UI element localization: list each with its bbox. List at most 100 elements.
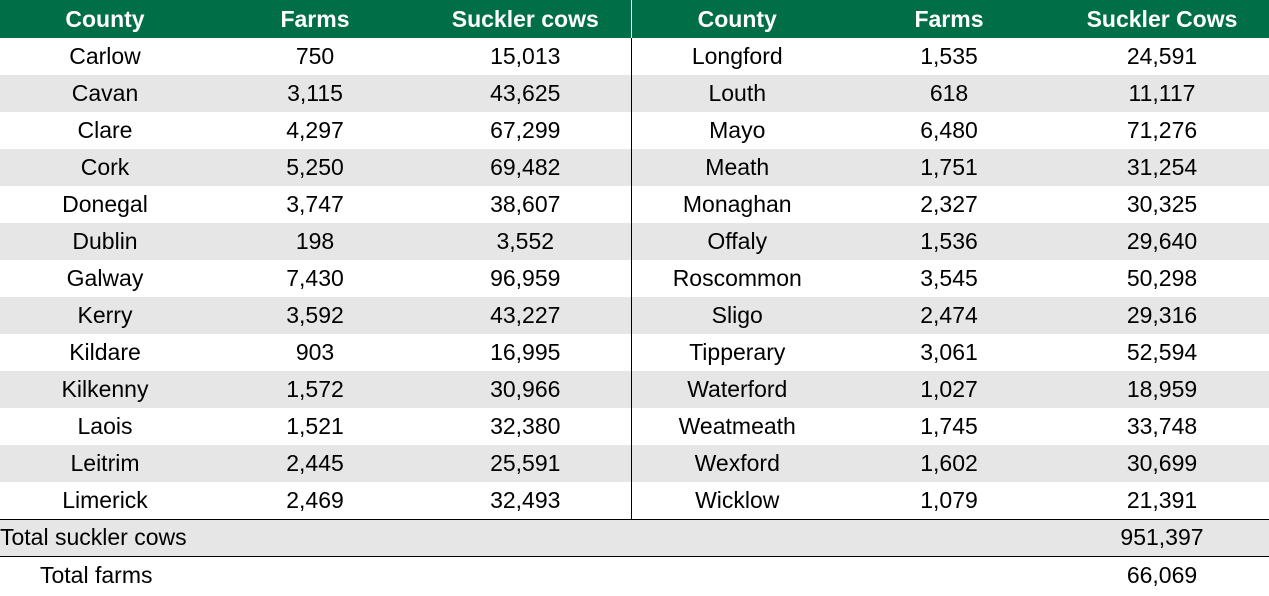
- county-right-cell: Offaly: [707, 228, 768, 254]
- blank-cell: [631, 519, 843, 556]
- header-farms-right: Farms: [914, 5, 984, 32]
- county-right-cell: Tipperary: [689, 339, 786, 365]
- farms-left-cell: 3,747: [286, 191, 344, 217]
- header-county-left: County: [65, 5, 145, 32]
- cows-right-cell: 18,959: [1126, 376, 1198, 402]
- cows-right-cell: 33,748: [1126, 413, 1198, 439]
- farms-left-cell: 2,469: [286, 486, 344, 513]
- table-row: Leitrim 2,445 25,591 Wexford 1,602 30,699: [0, 445, 1269, 482]
- cows-right-cell: 29,316: [1126, 302, 1198, 328]
- total-cows-row: Total suckler cows 951,397: [0, 519, 1269, 556]
- table-row: Carlow 750 15,013 Longford 1,535 24,591: [0, 38, 1269, 75]
- total-farms-row: Total farms 66,069: [0, 556, 1269, 594]
- county-left-cell: Dublin: [72, 228, 138, 254]
- farms-right-cell: 6,480: [920, 117, 978, 143]
- blank-cell: [631, 556, 843, 594]
- farms-left-cell: 1,572: [286, 376, 344, 402]
- county-left-cell: Cavan: [71, 80, 139, 106]
- county-left-cell: Kildare: [69, 339, 141, 365]
- cows-left-cell: 38,607: [420, 186, 632, 223]
- cows-left-cell: 69,482: [420, 149, 632, 186]
- table-row: Cavan 3,115 43,625 Louth 618 11,117: [0, 75, 1269, 112]
- cows-right-cell: 29,640: [1126, 228, 1198, 254]
- cows-left-cell: 16,995: [420, 334, 632, 371]
- header-cows-left: Suckler cows: [420, 0, 632, 38]
- farms-right-cell: 618: [929, 80, 969, 106]
- county-left-cell: Donegal: [62, 191, 148, 217]
- farms-right-cell: 2,474: [920, 302, 978, 328]
- farms-right-cell: 1,535: [920, 43, 978, 69]
- cows-right-cell: 31,254: [1126, 154, 1198, 180]
- farms-right-cell: 1,079: [920, 486, 978, 513]
- header-cows-right: Suckler Cows: [1086, 5, 1238, 32]
- farms-right-cell: 1,602: [920, 450, 978, 476]
- header-county-right: County: [697, 5, 777, 32]
- farms-left-cell: 3,115: [287, 80, 343, 106]
- county-left-cell: Clare: [77, 117, 133, 143]
- cows-right-cell: 71,276: [1126, 117, 1198, 143]
- cows-left-cell: 3,552: [420, 223, 632, 260]
- farms-left-cell: 4,297: [286, 117, 344, 143]
- cows-right-cell: 50,298: [1126, 265, 1198, 291]
- blank-cell: [420, 556, 631, 594]
- farms-right-cell: 1,536: [920, 228, 978, 254]
- county-right-cell: Wexford: [694, 450, 780, 476]
- county-right-cell: Louth: [708, 80, 767, 106]
- cows-left-cell: 67,299: [420, 112, 632, 149]
- farms-right-cell: 2,327: [920, 191, 978, 217]
- farms-left-cell: 750: [295, 43, 335, 69]
- cows-right-cell: 30,325: [1126, 191, 1198, 217]
- table-row: Kildare 903 16,995 Tipperary 3,061 52,594: [0, 334, 1269, 371]
- cows-left-cell: 43,625: [420, 75, 632, 112]
- cows-left-cell: 96,959: [420, 260, 632, 297]
- blank-cell: [843, 556, 1055, 594]
- county-left-cell: Kilkenny: [61, 376, 149, 402]
- header-row: County Farms Suckler cows County Farms S…: [0, 0, 1269, 38]
- farms-left-cell: 5,250: [286, 154, 344, 180]
- county-right-cell: Mayo: [709, 117, 766, 143]
- total-cows-label: Total suckler cows: [0, 524, 187, 550]
- cows-right-cell: 21,391: [1126, 486, 1198, 513]
- county-left-cell: Laois: [77, 413, 133, 439]
- table-row: Kerry 3,592 43,227 Sligo 2,474 29,316: [0, 297, 1269, 334]
- county-right-cell: Monaghan: [682, 191, 792, 217]
- cows-right-cell: 30,699: [1126, 450, 1198, 476]
- county-right-cell: Longford: [691, 43, 783, 69]
- county-right-cell: Sligo: [711, 302, 763, 328]
- farms-right-cell: 1,027: [920, 376, 978, 402]
- county-right-cell: Roscommon: [672, 265, 802, 291]
- blank-cell: [843, 519, 1055, 556]
- farms-right-cell: 1,745: [920, 413, 978, 439]
- county-left-cell: Kerry: [77, 302, 133, 328]
- farms-right-cell: 3,545: [920, 265, 978, 291]
- cows-left-cell: 25,591: [420, 445, 632, 482]
- farms-left-cell: 7,430: [286, 265, 344, 291]
- county-left-cell: Cork: [80, 154, 130, 180]
- cows-left-cell: 32,380: [420, 408, 632, 445]
- table-row: Kilkenny 1,572 30,966 Waterford 1,027 18,959: [0, 371, 1269, 408]
- table-row: Donegal 3,747 38,607 Monaghan 2,327 30,325: [0, 186, 1269, 223]
- total-farms-label: Total farms: [40, 561, 153, 588]
- cows-right-cell: 11,117: [1128, 80, 1196, 106]
- table-row: Galway 7,430 96,959 Roscommon 3,545 50,298: [0, 260, 1269, 297]
- cows-left-cell: 15,013: [420, 38, 632, 75]
- header-farms-left: Farms: [280, 5, 350, 32]
- farms-left-cell: 198: [295, 228, 335, 254]
- table-row: Cork 5,250 69,482 Meath 1,751 31,254: [0, 149, 1269, 186]
- farms-right-cell: 1,751: [920, 154, 978, 180]
- cows-right-cell: 24,591: [1126, 43, 1198, 69]
- cows-left-cell: 30,966: [420, 371, 632, 408]
- farms-left-cell: 903: [295, 339, 335, 365]
- cows-left-cell: 32,493: [420, 482, 632, 519]
- blank-cell: [420, 519, 631, 556]
- county-left-cell: Limerick: [62, 486, 148, 513]
- county-left-cell: Carlow: [69, 43, 141, 69]
- table-row: Dublin 198 3,552 Offaly 1,536 29,640: [0, 223, 1269, 260]
- county-right-cell: Meath: [705, 154, 770, 180]
- table-body: Carlow 750 15,013 Longford 1,535 24,591 Cavan 3…: [0, 38, 1269, 594]
- county-left-cell: Galway: [66, 265, 144, 291]
- total-farms-value: 66,069: [1126, 561, 1198, 588]
- county-right-cell: Weatmeath: [678, 413, 796, 439]
